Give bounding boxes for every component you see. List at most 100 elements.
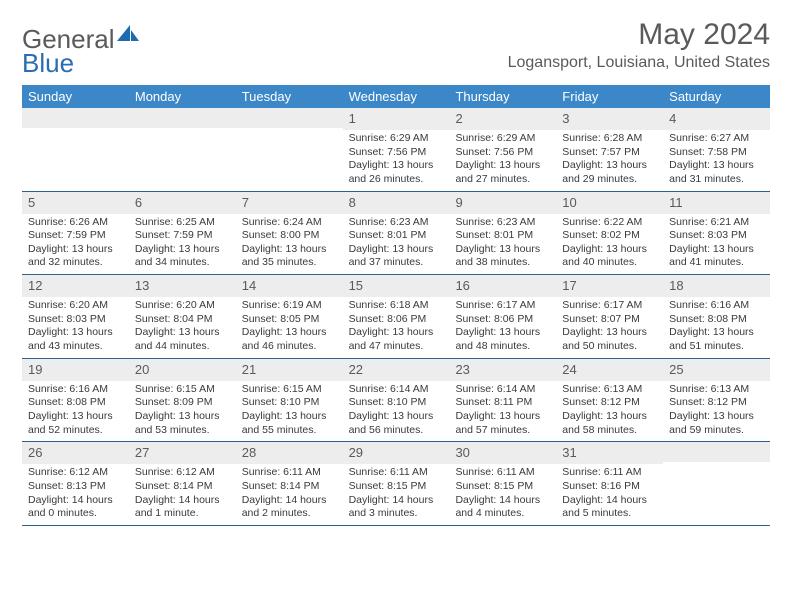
sunrise-text: Sunrise: 6:18 AM: [349, 299, 444, 313]
day-number: 5: [28, 195, 35, 210]
sunset-text: Sunset: 8:01 PM: [349, 229, 444, 243]
daylight-text: Daylight: 13 hours and 41 minutes.: [669, 243, 764, 270]
weeks-container: 1 Sunrise: 6:29 AMSunset: 7:56 PMDaylight…: [22, 108, 770, 526]
daylight-text: Daylight: 13 hours and 27 minutes.: [455, 159, 550, 186]
day-body: Sunrise: 6:28 AMSunset: 7:57 PMDaylight:…: [556, 130, 663, 191]
day-number: 29: [349, 445, 363, 460]
location-text: Logansport, Louisiana, United States: [508, 54, 770, 72]
day-cell: [129, 108, 236, 191]
day-cell: 26Sunrise: 6:12 AMSunset: 8:13 PMDayligh…: [22, 442, 129, 525]
day-cell: 3 Sunrise: 6:28 AMSunset: 7:57 PMDaylight…: [556, 108, 663, 191]
day-cell: 11Sunrise: 6:21 AMSunset: 8:03 PMDayligh…: [663, 192, 770, 275]
day-number-row: 10: [556, 192, 663, 214]
calendar-page: General May 2024 Logansport, Louisiana, …: [0, 0, 792, 526]
sunrise-text: Sunrise: 6:12 AM: [28, 466, 123, 480]
day-number-row: 6: [129, 192, 236, 214]
sunset-text: Sunset: 8:12 PM: [562, 396, 657, 410]
day-cell: 31Sunrise: 6:11 AMSunset: 8:16 PMDayligh…: [556, 442, 663, 525]
sunrise-text: Sunrise: 6:23 AM: [455, 216, 550, 230]
day-cell: 30Sunrise: 6:11 AMSunset: 8:15 PMDayligh…: [449, 442, 556, 525]
day-cell: [663, 442, 770, 525]
sunrise-text: Sunrise: 6:11 AM: [242, 466, 337, 480]
day-cell: 13 Sunrise: 6:20 AMSunset: 8:04 PMDayligh…: [129, 275, 236, 358]
day-number-row: 5: [22, 192, 129, 214]
sunset-text: Sunset: 8:00 PM: [242, 229, 337, 243]
day-number: 31: [562, 445, 576, 460]
sunset-text: Sunset: 8:09 PM: [135, 396, 230, 410]
week-row: 26Sunrise: 6:12 AMSunset: 8:13 PMDayligh…: [22, 442, 770, 526]
sunset-text: Sunset: 8:10 PM: [349, 396, 444, 410]
day-body: Sunrise: 6:22 AMSunset: 8:02 PMDaylight:…: [556, 214, 663, 275]
day-number: 15: [349, 278, 363, 293]
day-cell: [22, 108, 129, 191]
day-cell: 28 Sunrise: 6:11 AMSunset: 8:14 PMDayligh…: [236, 442, 343, 525]
sunset-text: Sunset: 7:58 PM: [669, 146, 764, 160]
sunset-text: Sunset: 8:14 PM: [242, 480, 337, 494]
day-header: Thursday: [449, 85, 556, 108]
day-number: 1: [349, 111, 356, 126]
day-number: 14: [242, 278, 256, 293]
sunrise-text: Sunrise: 6:20 AM: [28, 299, 123, 313]
sunrise-text: Sunrise: 6:28 AM: [562, 132, 657, 146]
day-number-row: 25: [663, 359, 770, 381]
day-number-row: 15: [343, 275, 450, 297]
day-number: 13: [135, 278, 149, 293]
day-number-row: 28: [236, 442, 343, 464]
daylight-text: Daylight: 13 hours and 47 minutes.: [349, 326, 444, 353]
day-body: Sunrise: 6:20 AMSunset: 8:04 PMDaylight:…: [129, 297, 236, 358]
day-cell: 15 Sunrise: 6:18 AMSunset: 8:06 PMDayligh…: [343, 275, 450, 358]
sunset-text: Sunset: 8:15 PM: [349, 480, 444, 494]
daylight-text: Daylight: 13 hours and 44 minutes.: [135, 326, 230, 353]
daylight-text: Daylight: 14 hours and 3 minutes.: [349, 494, 444, 521]
sunrise-text: Sunrise: 6:15 AM: [135, 383, 230, 397]
day-number-row: 9: [449, 192, 556, 214]
week-row: 19Sunrise: 6:16 AMSunset: 8:08 PMDayligh…: [22, 359, 770, 443]
day-number-row: [129, 108, 236, 128]
brand-part2: Blue: [22, 48, 74, 79]
day-number-row: 14: [236, 275, 343, 297]
day-number-row: 4: [663, 108, 770, 130]
daylight-text: Daylight: 13 hours and 35 minutes.: [242, 243, 337, 270]
sunrise-text: Sunrise: 6:17 AM: [562, 299, 657, 313]
sunrise-text: Sunrise: 6:20 AM: [135, 299, 230, 313]
sunset-text: Sunset: 8:02 PM: [562, 229, 657, 243]
day-body: Sunrise: 6:18 AMSunset: 8:06 PMDaylight:…: [343, 297, 450, 358]
sunset-text: Sunset: 7:59 PM: [135, 229, 230, 243]
day-number: 17: [562, 278, 576, 293]
day-number-row: 26: [22, 442, 129, 464]
day-number-row: 17: [556, 275, 663, 297]
sunset-text: Sunset: 8:05 PM: [242, 313, 337, 327]
daylight-text: Daylight: 13 hours and 57 minutes.: [455, 410, 550, 437]
title-block: May 2024 Logansport, Louisiana, United S…: [508, 18, 770, 72]
sunset-text: Sunset: 7:56 PM: [455, 146, 550, 160]
day-number: 19: [28, 362, 42, 377]
day-number-row: [663, 442, 770, 462]
day-cell: 18Sunrise: 6:16 AMSunset: 8:08 PMDayligh…: [663, 275, 770, 358]
day-cell: 20Sunrise: 6:15 AMSunset: 8:09 PMDayligh…: [129, 359, 236, 442]
day-body: Sunrise: 6:29 AMSunset: 7:56 PMDaylight:…: [449, 130, 556, 191]
sunrise-text: Sunrise: 6:26 AM: [28, 216, 123, 230]
daylight-text: Daylight: 14 hours and 2 minutes.: [242, 494, 337, 521]
day-number-row: 8: [343, 192, 450, 214]
day-number-row: 22: [343, 359, 450, 381]
day-number: 23: [455, 362, 469, 377]
day-number: 25: [669, 362, 683, 377]
sunset-text: Sunset: 8:07 PM: [562, 313, 657, 327]
day-number-row: 3: [556, 108, 663, 130]
day-body: Sunrise: 6:27 AMSunset: 7:58 PMDaylight:…: [663, 130, 770, 191]
daylight-text: Daylight: 13 hours and 26 minutes.: [349, 159, 444, 186]
day-body: [129, 128, 236, 134]
day-number-row: 31: [556, 442, 663, 464]
day-body: Sunrise: 6:29 AMSunset: 7:56 PMDaylight:…: [343, 130, 450, 191]
daylight-text: Daylight: 14 hours and 0 minutes.: [28, 494, 123, 521]
day-number-row: 19: [22, 359, 129, 381]
day-header: Wednesday: [343, 85, 450, 108]
day-number-row: [22, 108, 129, 128]
day-number: 3: [562, 111, 569, 126]
day-cell: 2Sunrise: 6:29 AMSunset: 7:56 PMDaylight…: [449, 108, 556, 191]
day-cell: 21Sunrise: 6:15 AMSunset: 8:10 PMDayligh…: [236, 359, 343, 442]
day-number: 21: [242, 362, 256, 377]
daylight-text: Daylight: 13 hours and 46 minutes.: [242, 326, 337, 353]
day-cell: [236, 108, 343, 191]
logo-sail-icon: [117, 19, 139, 50]
